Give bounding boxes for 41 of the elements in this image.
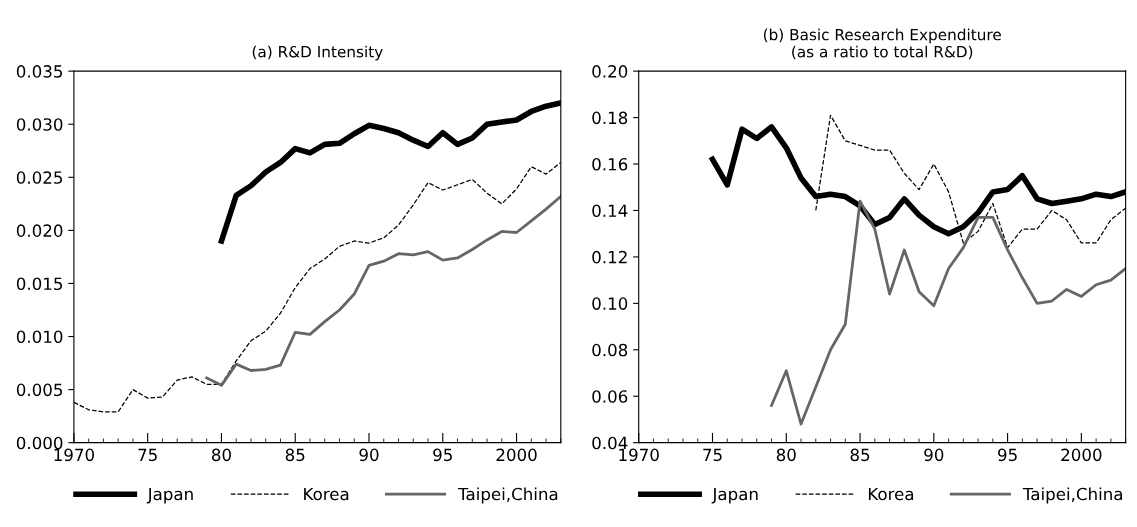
y-tick-label: 0.04 — [592, 436, 628, 450]
line-series — [770, 199, 1126, 426]
y-tick-label: 0.010 — [16, 330, 63, 344]
legend-label: Japan — [711, 487, 758, 504]
y-tick-label: 0.005 — [16, 383, 63, 397]
legend-label: Korea — [304, 487, 349, 501]
x-tick-label: 90 — [924, 448, 944, 462]
y-tick-label: 0.16 — [592, 157, 628, 171]
x-tick-label: 80 — [776, 448, 796, 462]
y-tick-label: 0.14 — [592, 204, 628, 218]
chart-title: (a) R&D Intensity — [252, 45, 383, 61]
x-tick-label: 2000 — [496, 448, 537, 462]
line-series — [205, 195, 561, 387]
y-tick-label: 0.20 — [592, 65, 628, 78]
x-tick-label: 1970 — [619, 448, 659, 462]
legend-label: Korea — [868, 487, 914, 501]
x-tick-label: 1970 — [54, 448, 95, 462]
y-tick-label: 0.015 — [16, 277, 63, 291]
y-tick-label: 0.12 — [592, 250, 627, 264]
x-tick-label: 80 — [211, 448, 231, 462]
x-tick-label: 90 — [359, 448, 379, 462]
x-tick-label: 85 — [285, 448, 305, 462]
x-tick-label: 85 — [850, 448, 870, 462]
y-tick-label: 0.08 — [592, 343, 628, 357]
x-tick-label: 75 — [138, 448, 157, 462]
y-tick-label: 0.025 — [16, 171, 63, 184]
x-tick-label: 2000 — [1061, 448, 1102, 462]
y-tick-label: 0.10 — [592, 297, 628, 310]
legend-label: Taipei,China — [1022, 487, 1123, 504]
legend-label: Japan — [146, 487, 193, 504]
y-tick-label: 0.035 — [16, 65, 63, 78]
chart-title: (b) Basic Research Expenditure (as a ratio to total R&D) — [763, 28, 1001, 60]
legend-label: Taipei,China — [458, 487, 558, 504]
y-tick-label: 0.06 — [592, 390, 628, 403]
y-tick-label: 0.000 — [16, 436, 63, 450]
y-tick-label: 0.18 — [592, 111, 628, 125]
x-tick-label: 75 — [703, 448, 722, 462]
y-tick-label: 0.030 — [16, 118, 63, 131]
x-tick-label: 95 — [998, 448, 1017, 462]
x-tick-label: 95 — [433, 448, 452, 462]
y-tick-label: 0.020 — [16, 224, 63, 237]
